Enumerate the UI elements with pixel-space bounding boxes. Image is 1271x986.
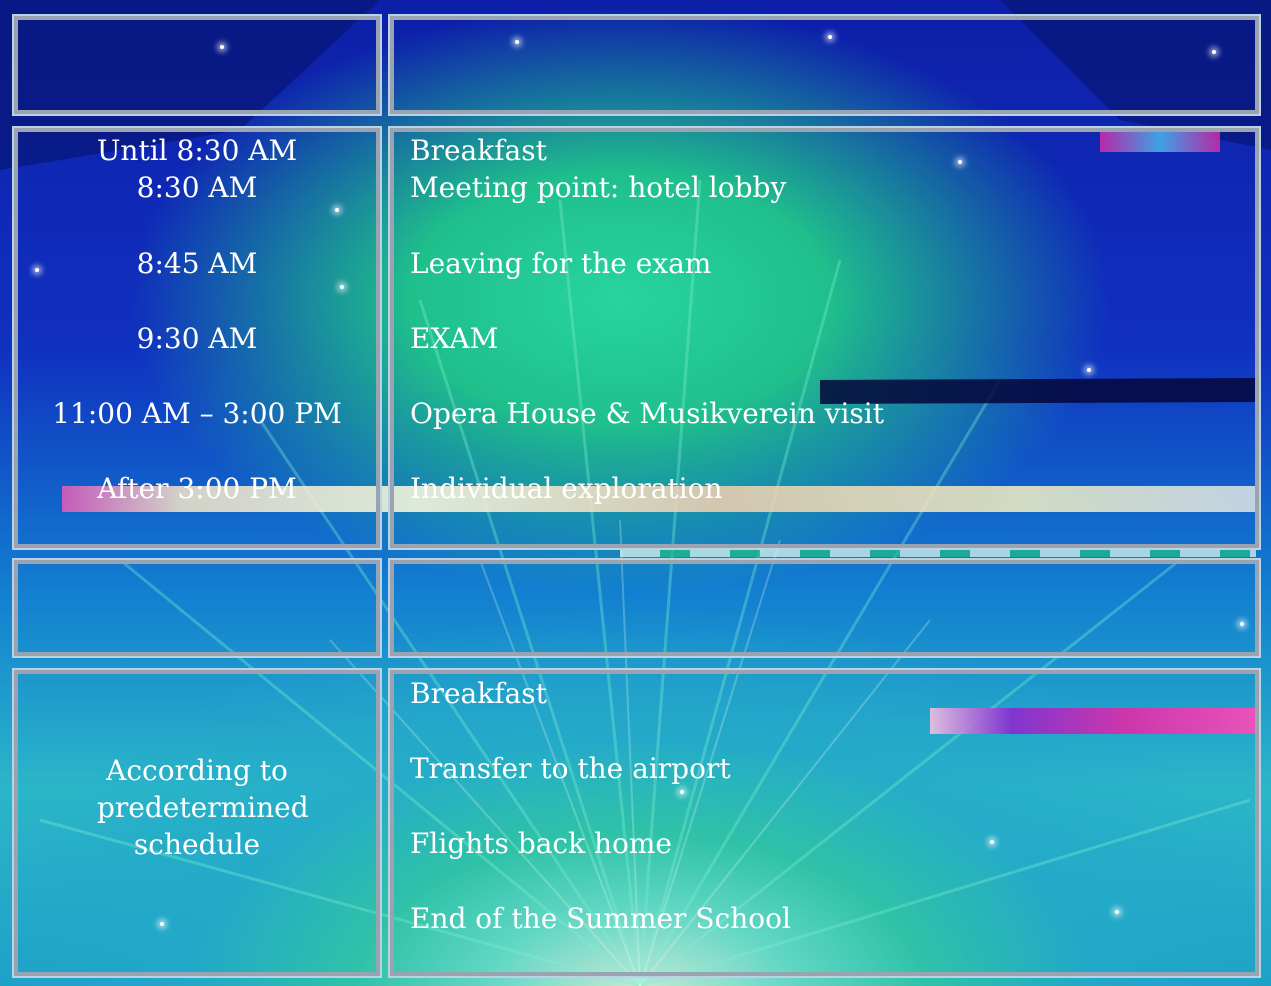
schedule-activity: Breakfast (410, 134, 547, 167)
schedule-time: 11:00 AM – 3:00 PM (52, 397, 342, 430)
cell-day1-header-left (12, 14, 382, 116)
star-decoration (1240, 622, 1244, 626)
star-decoration (1115, 910, 1119, 914)
star-decoration (958, 160, 962, 164)
star-decoration (680, 790, 684, 794)
schedule-activity: EXAM (410, 322, 499, 355)
schedule-time-note: According to predetermined schedule (97, 754, 309, 861)
schedule-time: 9:30 AM (136, 322, 258, 355)
star-decoration (1212, 50, 1216, 54)
schedule-activity: Flights back home (410, 827, 672, 860)
cell-day1-header-right (388, 14, 1261, 116)
schedule-time: After 3:00 PM (97, 472, 297, 505)
star-decoration (160, 922, 164, 926)
schedule-activity: End of the Summer School (410, 902, 791, 935)
schedule-activity: Transfer to the airport (410, 752, 731, 785)
star-decoration (1087, 368, 1091, 372)
star-decoration (335, 208, 339, 212)
schedule-activity: Opera House & Musikverein visit (410, 397, 884, 430)
star-decoration (340, 285, 344, 289)
cell-day2-activities (388, 668, 1261, 978)
cell-day2-times (12, 668, 382, 978)
star-decoration (990, 840, 994, 844)
schedule-time: Until 8:30 AM (96, 134, 298, 167)
schedule-activity: Individual exploration (410, 472, 723, 505)
cell-day2-header-left (12, 558, 382, 658)
cell-day1-activities (388, 126, 1261, 550)
star-decoration (828, 35, 832, 39)
schedule-activity: Meeting point: hotel lobby (410, 171, 787, 204)
cell-day1-times (12, 126, 382, 550)
cell-day2-header-right (388, 558, 1261, 658)
schedule-activity: Breakfast (410, 677, 547, 710)
star-decoration (35, 268, 39, 272)
star-decoration (220, 45, 224, 49)
star-decoration (515, 40, 519, 44)
schedule-activity: Leaving for the exam (410, 247, 712, 280)
schedule-time: 8:30 AM (136, 171, 258, 204)
schedule-time: 8:45 AM (136, 247, 258, 280)
